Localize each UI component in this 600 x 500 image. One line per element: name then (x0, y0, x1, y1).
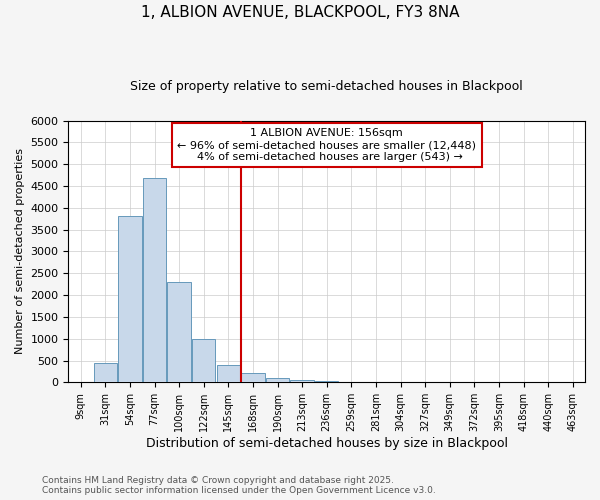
Bar (241, 372, 265, 382)
Bar (118, 216, 142, 382)
Title: Size of property relative to semi-detached houses in Blackpool: Size of property relative to semi-detach… (130, 80, 523, 93)
Bar (315, 381, 338, 382)
Bar (266, 378, 289, 382)
Bar (167, 282, 191, 382)
Bar (143, 178, 166, 382)
X-axis label: Distribution of semi-detached houses by size in Blackpool: Distribution of semi-detached houses by … (146, 437, 508, 450)
Bar (217, 365, 240, 382)
Y-axis label: Number of semi-detached properties: Number of semi-detached properties (15, 148, 25, 354)
Bar (192, 338, 215, 382)
Text: 1, ALBION AVENUE, BLACKPOOL, FY3 8NA: 1, ALBION AVENUE, BLACKPOOL, FY3 8NA (141, 5, 459, 20)
Bar (290, 380, 314, 382)
Text: Contains HM Land Registry data © Crown copyright and database right 2025.
Contai: Contains HM Land Registry data © Crown c… (42, 476, 436, 495)
Bar (94, 362, 117, 382)
Text: 1 ALBION AVENUE: 156sqm  
← 96% of semi-detached houses are smaller (12,448)
  4: 1 ALBION AVENUE: 156sqm ← 96% of semi-de… (177, 128, 476, 162)
